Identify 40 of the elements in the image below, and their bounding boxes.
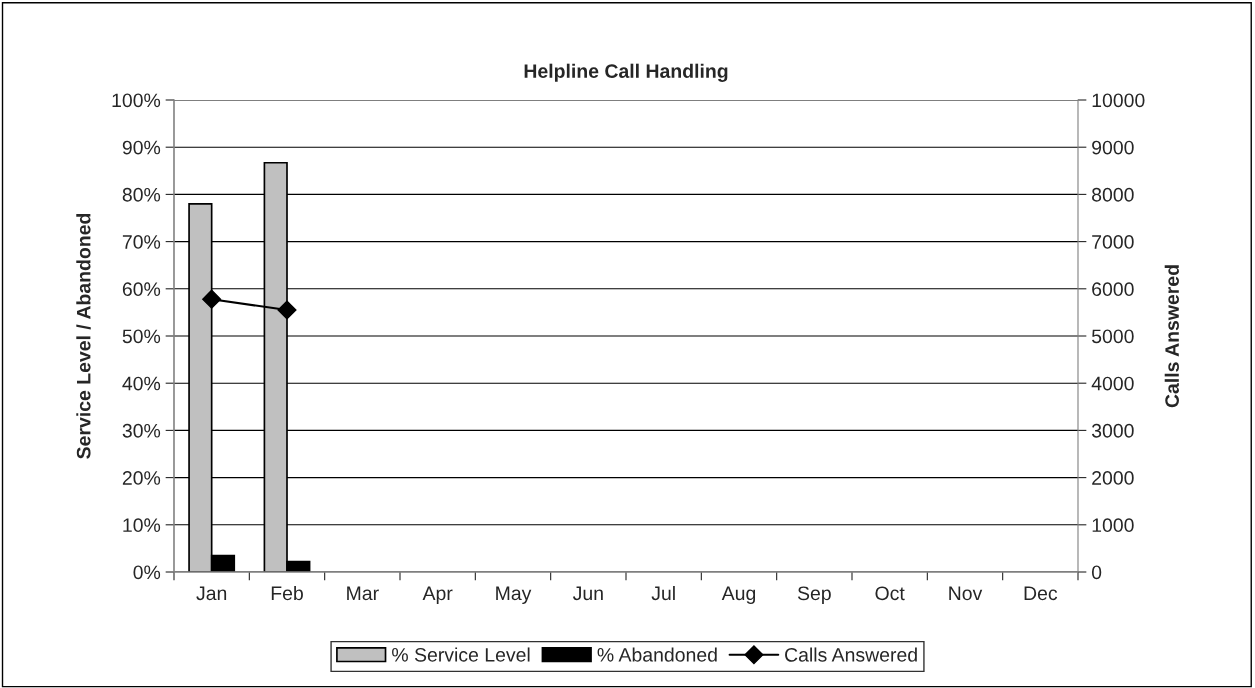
chart-title: Helpline Call Handling: [524, 63, 728, 82]
x-tick-label: Jan: [196, 586, 227, 601]
y-tick-label: 0%: [133, 565, 161, 580]
y-axis-title: Service Level / Abandoned: [76, 213, 91, 459]
y2-tick-label: 7000: [1092, 235, 1134, 249]
x-tick-label: Sep: [797, 586, 831, 605]
y2-tick-label: 10000: [1092, 93, 1145, 108]
y2-tick-label: 2000: [1092, 471, 1134, 485]
y2-tick-label: 9000: [1092, 140, 1134, 155]
x-tick-label: Feb: [271, 585, 303, 601]
x-tick-label: May: [496, 586, 532, 605]
y2-tick-label: 5000: [1091, 329, 1134, 344]
y-tick-label: 20%: [122, 471, 161, 485]
y-tick-label: 50%: [122, 329, 161, 344]
y2-axis-title: Calls Answered: [1164, 265, 1179, 408]
y2-tick-label: 8000: [1092, 187, 1134, 202]
y-tick-label: 90%: [122, 140, 161, 155]
y-tick-label: 60%: [122, 282, 161, 297]
x-tick-label: Jul: [651, 585, 675, 601]
y-tick-label: 70%: [122, 235, 161, 249]
y2-tick-label: 6000: [1092, 282, 1134, 297]
x-tick-label: Dec: [1024, 586, 1058, 601]
x-tick-label: Mar: [347, 586, 379, 601]
legend-label: Calls Answered: [785, 647, 917, 662]
x-tick-label: Oct: [875, 586, 905, 601]
x-tick-label: Nov: [949, 586, 983, 601]
legend-label: % Service Level: [392, 647, 530, 662]
y-tick-label: 30%: [122, 423, 161, 438]
y-tick-label: 100%: [112, 93, 161, 108]
y2-tick-label: 0: [1091, 565, 1102, 580]
x-tick-label: Aug: [721, 586, 756, 605]
y2-tick-label: 4000: [1091, 376, 1134, 391]
x-tick-label: Jun: [572, 586, 603, 601]
y-tick-label: 80%: [122, 187, 161, 202]
legend-label: % Abandoned: [597, 647, 717, 662]
y2-tick-label: 1000: [1092, 518, 1134, 533]
y-tick-label: 10%: [123, 518, 161, 533]
y-tick-label: 40%: [122, 376, 161, 391]
x-tick-label: Apr: [422, 586, 453, 605]
y2-tick-label: 3000: [1091, 423, 1134, 438]
